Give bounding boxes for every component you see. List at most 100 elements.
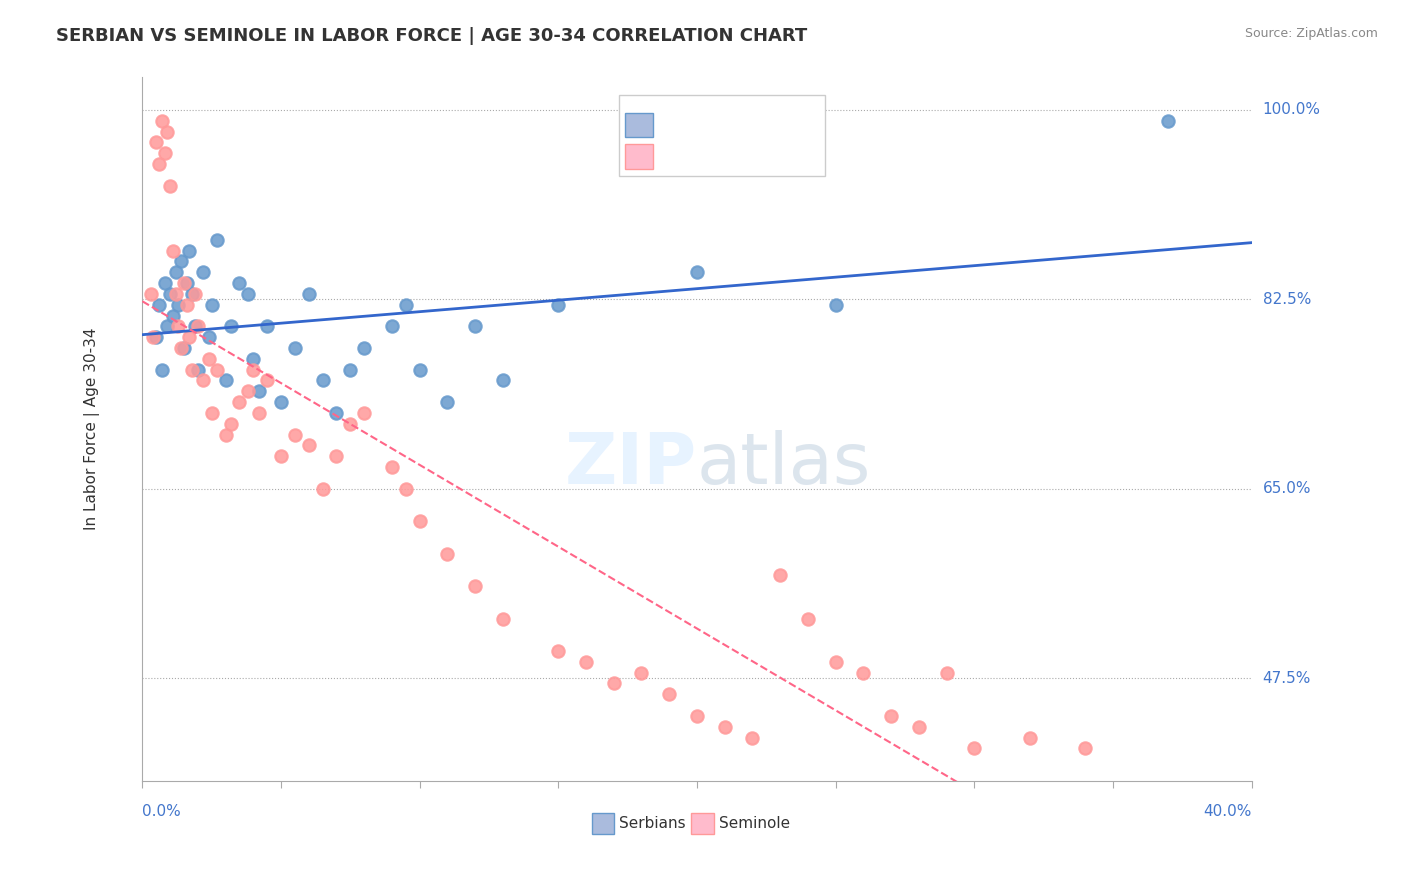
Point [181, 362, 204, 376]
Text: N = 60: N = 60 [758, 149, 811, 164]
Point [201, 298, 224, 312]
Point [145, 330, 167, 344]
Point [658, 687, 681, 701]
Point [187, 362, 209, 376]
Point [205, 362, 228, 376]
Point [464, 319, 486, 334]
Point [214, 374, 236, 388]
Point [436, 395, 458, 409]
Point [1074, 741, 1097, 756]
Point [713, 720, 735, 734]
Text: 65.0%: 65.0% [1263, 481, 1312, 496]
Point [1018, 731, 1040, 745]
Point [339, 417, 361, 431]
Point [148, 157, 170, 171]
Point [686, 709, 709, 723]
Point [298, 286, 321, 301]
Point [686, 265, 709, 279]
Point [741, 731, 763, 745]
Point [935, 665, 957, 680]
Point [184, 319, 207, 334]
Text: 0.385: 0.385 [697, 116, 766, 134]
Point [228, 395, 250, 409]
Point [270, 395, 292, 409]
FancyBboxPatch shape [624, 145, 652, 169]
Text: atlas: atlas [697, 430, 872, 499]
Point [247, 406, 270, 420]
Point [408, 514, 430, 528]
Text: 0.0%: 0.0% [142, 804, 181, 819]
Text: ZIP: ZIP [565, 430, 697, 499]
Point [270, 449, 292, 463]
Point [150, 362, 173, 376]
Point [184, 286, 207, 301]
Point [284, 427, 307, 442]
Point [284, 341, 307, 355]
Point [464, 579, 486, 593]
Point [408, 362, 430, 376]
Point [139, 286, 162, 301]
Point [179, 244, 201, 258]
Point [880, 709, 903, 723]
Point [167, 298, 190, 312]
Point [150, 113, 173, 128]
Point [436, 547, 458, 561]
Point [381, 460, 404, 475]
Point [298, 438, 321, 452]
Point [187, 319, 209, 334]
Point [198, 351, 221, 366]
Point [630, 665, 652, 680]
Point [228, 276, 250, 290]
Point [214, 427, 236, 442]
Point [159, 286, 181, 301]
Point [1157, 113, 1180, 128]
Text: 82.5%: 82.5% [1263, 292, 1310, 307]
Point [142, 330, 165, 344]
Point [193, 374, 215, 388]
Point [547, 298, 569, 312]
Point [201, 406, 224, 420]
Text: R =: R = [658, 149, 686, 164]
FancyBboxPatch shape [592, 813, 614, 834]
Point [381, 319, 404, 334]
Point [603, 676, 626, 690]
Point [153, 276, 176, 290]
Point [170, 254, 193, 268]
Text: Source: ZipAtlas.com: Source: ZipAtlas.com [1244, 27, 1378, 40]
FancyBboxPatch shape [619, 95, 824, 176]
FancyBboxPatch shape [692, 813, 714, 834]
Point [176, 298, 198, 312]
Text: In Labor Force | Age 30-34: In Labor Force | Age 30-34 [84, 328, 100, 531]
Point [167, 319, 190, 334]
Point [311, 374, 333, 388]
Point [395, 298, 418, 312]
Point [353, 406, 375, 420]
Point [219, 417, 242, 431]
Point [907, 720, 929, 734]
Text: -0.008: -0.008 [697, 147, 762, 165]
Text: SERBIAN VS SEMINOLE IN LABOR FORCE | AGE 30-34 CORRELATION CHART: SERBIAN VS SEMINOLE IN LABOR FORCE | AGE… [56, 27, 807, 45]
Point [852, 665, 875, 680]
Point [198, 330, 221, 344]
Point [162, 244, 184, 258]
Text: 100.0%: 100.0% [1263, 103, 1320, 118]
Text: 40.0%: 40.0% [1204, 804, 1251, 819]
Point [547, 644, 569, 658]
Point [963, 741, 986, 756]
Text: Serbians: Serbians [619, 815, 686, 830]
Point [242, 351, 264, 366]
Point [575, 655, 598, 669]
FancyBboxPatch shape [624, 112, 652, 137]
Point [156, 124, 179, 138]
Text: R =: R = [658, 117, 686, 132]
Point [145, 136, 167, 150]
Point [824, 655, 846, 669]
Point [395, 482, 418, 496]
Text: N = 44: N = 44 [758, 117, 811, 132]
Text: Seminole: Seminole [718, 815, 790, 830]
Point [311, 482, 333, 496]
Point [156, 319, 179, 334]
Point [219, 319, 242, 334]
Point [339, 362, 361, 376]
Point [325, 406, 347, 420]
